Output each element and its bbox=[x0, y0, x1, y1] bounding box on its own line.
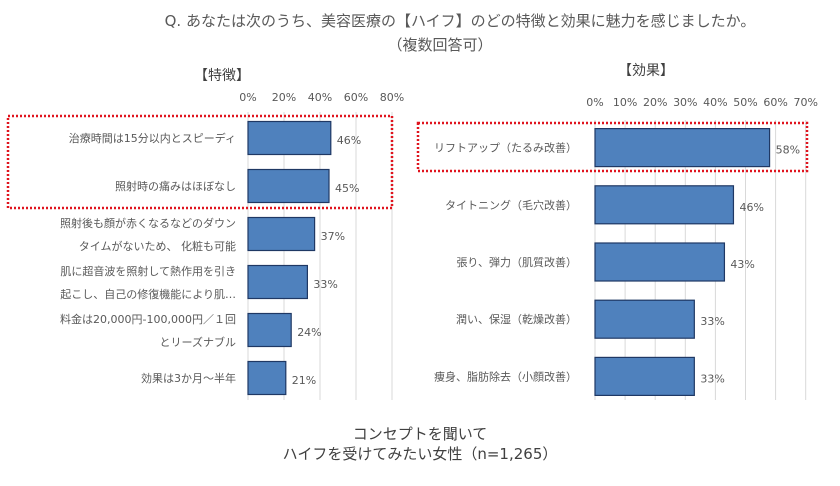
features-tick-label: 0% bbox=[239, 91, 256, 104]
features-data-label: 21% bbox=[292, 374, 316, 387]
effects-category-label: リフトアップ（たるみ改善） bbox=[434, 141, 577, 155]
effects-data-label: 33% bbox=[700, 372, 724, 385]
features-bar bbox=[247, 312, 292, 348]
effects-highlight-box bbox=[416, 121, 809, 173]
effects-tick-label: 50% bbox=[733, 96, 757, 109]
chart-question-title: Q. あなたは次のうち、美容医療の【ハイフ】のどの特徴と効果に魅力を感じましたか… bbox=[164, 12, 756, 30]
footer-line2: ハイフを受けてみたい女性（n=1,265） bbox=[282, 445, 558, 463]
effects-data-label: 33% bbox=[700, 315, 724, 328]
effects-category-label: 張り、弾力（肌質改善） bbox=[456, 255, 577, 269]
effects-chart-title: 【効果】 bbox=[618, 63, 674, 79]
effects-tick-label: 40% bbox=[703, 96, 727, 109]
features-data-label: 45% bbox=[335, 182, 359, 195]
features-highlight-box bbox=[6, 114, 394, 210]
chart-question-subtitle: （複数回答可） bbox=[387, 36, 493, 54]
features-category-label: とリーズナブル bbox=[160, 335, 236, 349]
features-data-label: 37% bbox=[321, 230, 345, 243]
effects-bar bbox=[594, 242, 726, 282]
features-tick-label: 20% bbox=[272, 91, 296, 104]
footer-line1: コンセプトを聞いて bbox=[352, 425, 488, 443]
effects-tick-label: 60% bbox=[763, 96, 787, 109]
features-tick-label: 40% bbox=[308, 91, 332, 104]
features-category-label: 効果は3か月～半年 bbox=[141, 371, 236, 385]
features-bar bbox=[247, 216, 316, 252]
effects-category-label: 潤い、保湿（乾燥改善） bbox=[456, 312, 577, 326]
features-category-label: 治療時間は15分以内とスピーディ bbox=[69, 131, 236, 145]
effects-tick-label: 10% bbox=[613, 96, 637, 109]
effects-tick-label: 20% bbox=[643, 96, 667, 109]
features-bar bbox=[247, 120, 332, 156]
features-data-label: 24% bbox=[297, 326, 321, 339]
features-category-label: 起こし、自己の修復機能により肌… bbox=[60, 287, 236, 301]
effects-data-label: 46% bbox=[739, 201, 763, 214]
features-bar bbox=[247, 264, 309, 300]
effects-tick-label: 30% bbox=[673, 96, 697, 109]
effects-bar bbox=[594, 299, 695, 339]
features-chart-title: 【特徴】 bbox=[194, 68, 250, 84]
effects-category-label: タイトニング（毛穴改善） bbox=[445, 198, 577, 212]
features-tick-label: 60% bbox=[344, 91, 368, 104]
features-data-label: 46% bbox=[337, 134, 361, 147]
effects-data-label: 58% bbox=[776, 144, 800, 157]
features-category-label: 照射時の痛みはほぼなし bbox=[115, 179, 236, 193]
effects-tick-label: 0% bbox=[586, 96, 603, 109]
features-category-label: 料金は20,000円-100,000円／１回 bbox=[60, 312, 236, 326]
effects-bar bbox=[594, 356, 695, 396]
features-bar bbox=[247, 168, 330, 204]
features-bar bbox=[247, 360, 287, 396]
effects-tick-label: 70% bbox=[793, 96, 817, 109]
effects-data-label: 43% bbox=[730, 258, 754, 271]
features-tick-label: 80% bbox=[380, 91, 404, 104]
effects-category-label: 痩身、脂肪除去（小顔改善） bbox=[434, 369, 577, 383]
features-data-label: 33% bbox=[313, 278, 337, 291]
features-category-label: タイムがないため、 化粧も可能 bbox=[79, 239, 236, 253]
effects-bar bbox=[594, 128, 771, 168]
effects-bar bbox=[594, 185, 735, 225]
features-category-label: 照射後も顔が赤くなるなどのダウン bbox=[60, 216, 236, 230]
features-category-label: 肌に超音波を照射して熱作用を引き bbox=[60, 264, 236, 278]
